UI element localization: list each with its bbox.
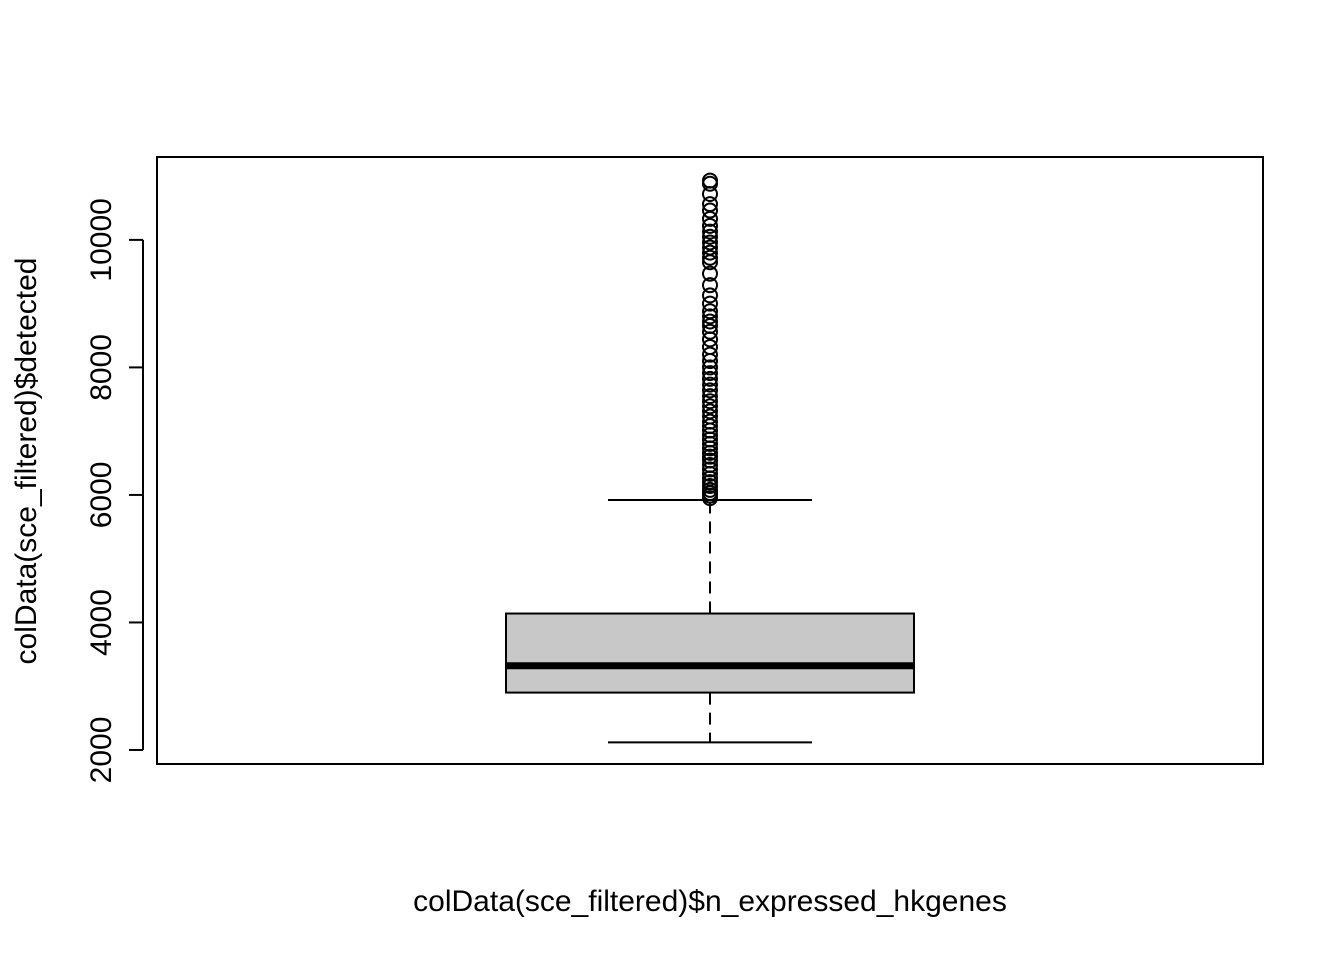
outlier-point — [702, 403, 718, 420]
outlier-point — [702, 239, 718, 256]
y-tick-label: 4000 — [85, 589, 118, 656]
outlier-group — [702, 172, 718, 507]
outlier-point — [702, 217, 718, 234]
box-group — [505, 499, 915, 744]
outlier-point — [702, 388, 718, 405]
outlier-point — [702, 196, 718, 213]
y-tick-label: 8000 — [85, 334, 118, 401]
outlier-point — [702, 234, 718, 251]
outlier-point — [702, 456, 718, 473]
outlier-point — [702, 461, 718, 478]
outlier-point — [702, 339, 718, 356]
outlier-point — [702, 408, 718, 425]
outlier-point — [702, 370, 718, 387]
outlier-point — [702, 287, 718, 304]
outlier-point — [702, 249, 718, 266]
y-axis: 2000 4000 6000 8000 10000 — [85, 198, 144, 784]
x-axis-title: colData(sce_filtered)$n_expressed_hkgene… — [413, 885, 1007, 918]
outlier-point — [702, 172, 718, 189]
outlier-point — [702, 365, 718, 382]
y-tick-label: 6000 — [85, 462, 118, 529]
outlier-point — [702, 277, 718, 294]
outlier-point — [702, 413, 718, 430]
plot-frame — [156, 156, 1264, 765]
outlier-point — [702, 393, 718, 410]
outlier-point — [702, 223, 718, 240]
outlier-point — [702, 398, 718, 415]
outlier-point — [702, 359, 718, 376]
outlier-point — [702, 228, 718, 245]
interquartile-box — [505, 612, 915, 694]
outlier-point — [702, 323, 718, 340]
outlier-point — [702, 346, 718, 363]
outlier-point — [702, 265, 718, 282]
outlier-point — [702, 295, 718, 312]
outlier-point — [702, 202, 718, 219]
outlier-point — [702, 303, 718, 320]
outlier-point — [702, 244, 718, 261]
outlier-point — [702, 376, 718, 393]
outlier-point — [702, 308, 718, 325]
y-tick-label: 10000 — [85, 198, 118, 281]
outlier-point — [702, 382, 718, 399]
outlier-point — [702, 313, 718, 330]
outlier-point — [702, 175, 718, 192]
y-tick-label: 2000 — [85, 717, 118, 784]
y-axis-title: colData(sce_filtered)$detected — [10, 258, 43, 665]
